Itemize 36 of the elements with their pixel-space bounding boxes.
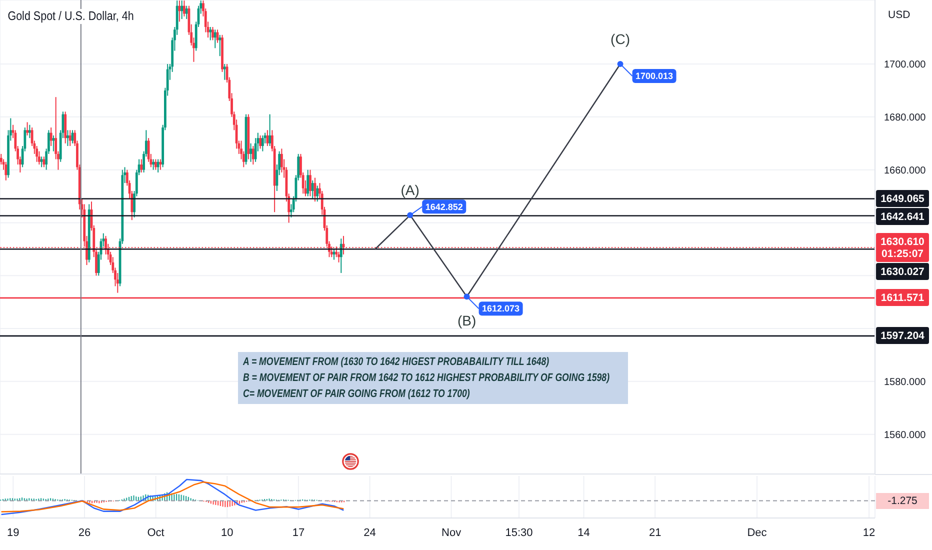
y-tick-label: 1580.000 <box>884 376 926 388</box>
note-box: A = MOVEMENT FROM (1630 TO 1642 HIGEST PROBABAILITY TILL 1648) B = MOVEMENT OF PAIR FROM 1642 TO 1612 HIGHEST PROBABILITY OF GOING 1598) C= MOVEMENT OF PAIR GOING FROM (1612 TO 1700) <box>238 352 628 404</box>
annotation: (C) <box>610 30 630 47</box>
y-axis-title: USD <box>888 9 910 22</box>
data-label: 1642.852 <box>425 202 463 212</box>
ref-line-label: 1642.641 <box>876 210 929 223</box>
ref-line-label: 1630.610 01:25:07 <box>876 236 929 260</box>
x-tick-label: Nov <box>442 526 462 539</box>
data-label: 1700.013 <box>635 71 674 82</box>
data-label: 1612.073 <box>482 304 520 314</box>
y-tick-label: 1560.000 <box>884 430 926 441</box>
x-tick-label: 19 <box>7 526 20 539</box>
text: Gold Spot / U.S. Dollar, 4h <box>6 9 136 24</box>
y-tick-label: 1700.000 <box>884 60 926 71</box>
x-tick-label: Oct <box>147 526 164 539</box>
y-tick-label: 1660.000 <box>884 165 926 176</box>
ref-line-label: 1649.065 <box>876 192 929 205</box>
y-tick-label: 1680.000 <box>884 112 926 124</box>
x-tick-label: 15:30 <box>505 526 533 539</box>
ref-line-label: 1611.571 <box>876 292 929 304</box>
x-tick-label: 14 <box>578 526 590 539</box>
annotation: B = MOVEMENT OF PAIR FROM 1642 TO 1612 HIGHEST PROBABILITY OF GOING 1598) <box>243 371 610 386</box>
ref-line-label: 1597.204 <box>876 330 929 342</box>
ref-line-label: 1630.027 <box>876 266 929 278</box>
text: -1.275 <box>876 492 929 509</box>
x-tick-label: 21 <box>648 526 662 539</box>
x-tick-label: 26 <box>78 526 91 539</box>
x-tick-label: 10 <box>221 526 234 539</box>
x-tick-label: 12 <box>862 526 876 539</box>
annotation: (A) <box>400 182 420 198</box>
annotation: A = MOVEMENT FROM (1630 TO 1642 HIGEST PROBABAILITY TILL 1648) <box>243 355 550 370</box>
annotation: (B) <box>457 312 476 328</box>
x-tick-label: 17 <box>292 526 305 539</box>
x-tick-label: 24 <box>364 526 376 539</box>
annotation: C= MOVEMENT OF PAIR GOING FROM (1612 TO 1700) <box>243 387 470 402</box>
x-tick-label: Dec <box>747 526 768 539</box>
